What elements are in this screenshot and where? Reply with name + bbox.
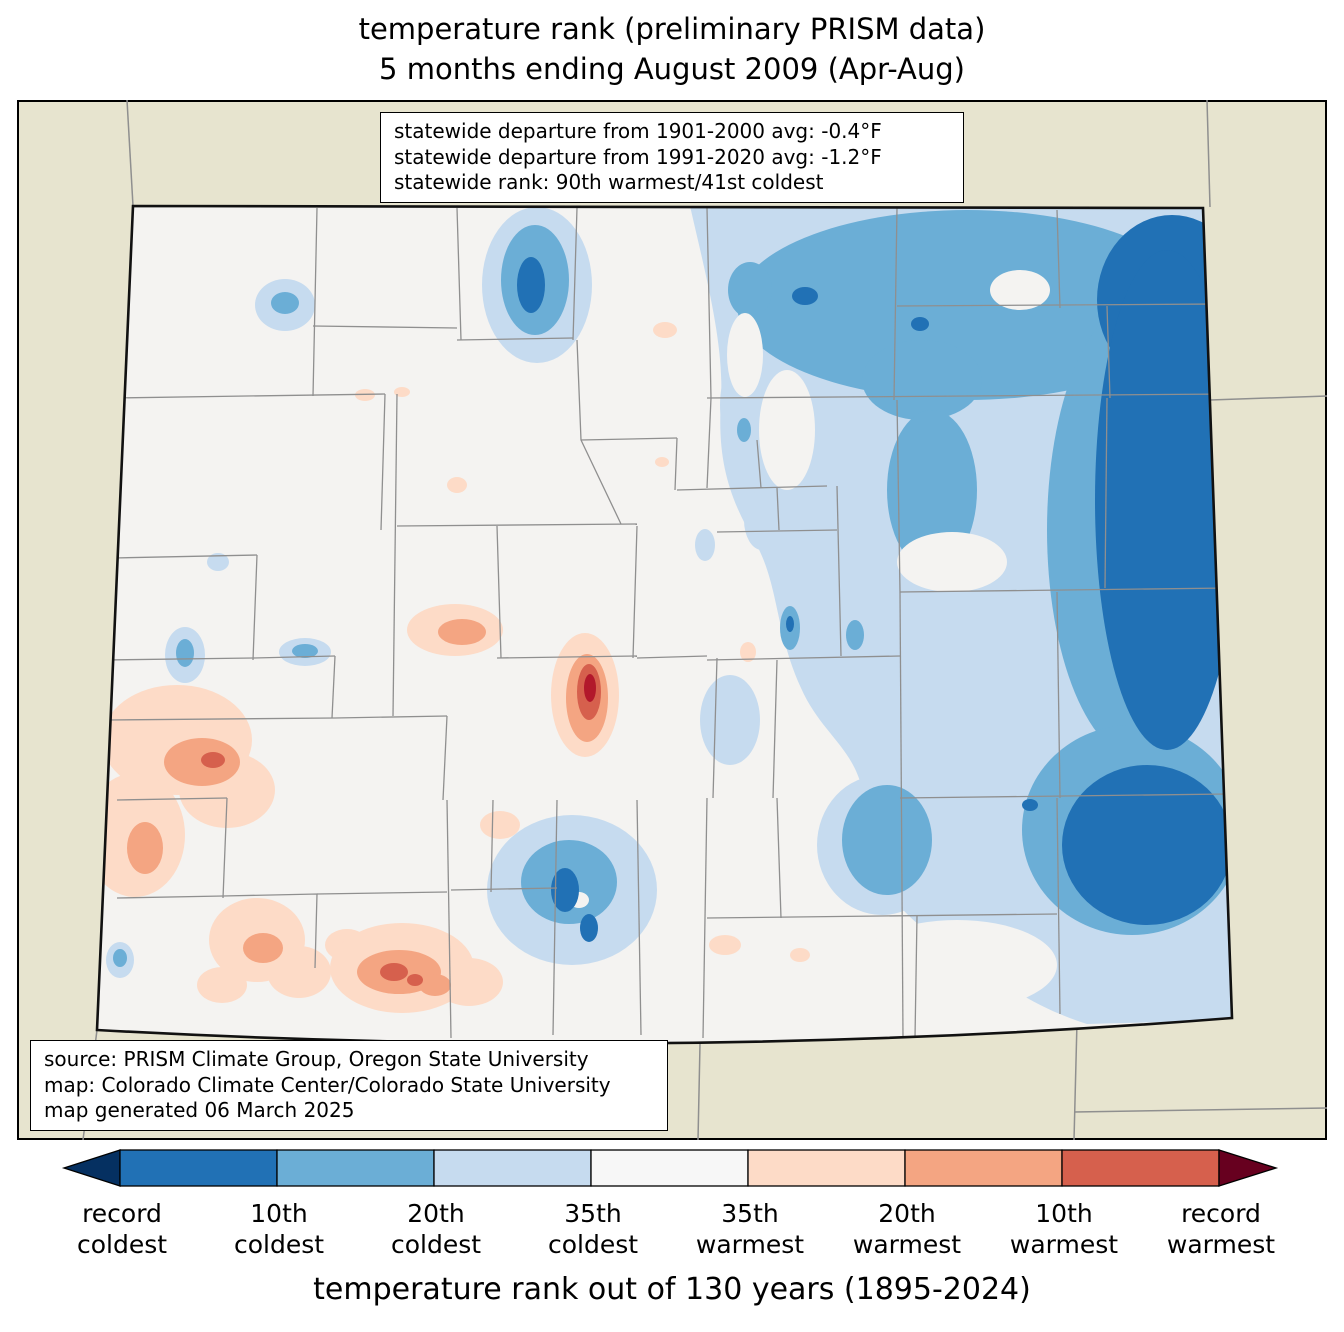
colorbar-segments xyxy=(61,1149,1279,1187)
colorbar-label-35th-coldest: 35th coldest xyxy=(547,1199,639,1259)
map-frame: statewide departure from 1901-2000 avg: … xyxy=(17,100,1327,1140)
source-line: source: PRISM Climate Group, Oregon Stat… xyxy=(44,1047,589,1071)
colorbar-arrow-record-coldest xyxy=(61,1149,121,1187)
stat-departure-1901-2000: statewide departure from 1901-2000 avg: … xyxy=(394,119,882,143)
colorbar-label-10th-warmest: 10th warmest xyxy=(1009,1199,1119,1259)
page-title-line1: temperature rank (preliminary PRISM data… xyxy=(358,12,986,46)
colorbar-seg-20th-warmest xyxy=(904,1149,1063,1187)
colorbar-seg-20th-coldest xyxy=(276,1149,435,1187)
colorbar-seg-10th-warmest xyxy=(1061,1149,1220,1187)
colorbar-seg-35th-coldest xyxy=(433,1149,592,1187)
temperature-anomaly-shading xyxy=(97,206,1232,1024)
colorado-temperature-rank-map xyxy=(17,100,1327,1140)
statewide-stats-box: statewide departure from 1901-2000 avg: … xyxy=(380,112,964,203)
colorbar-caption: temperature rank out of 130 years (1895-… xyxy=(313,1272,1031,1307)
colorbar-label-record-coldest: record coldest xyxy=(76,1199,168,1259)
colorbar-label-10th-coldest: 10th coldest xyxy=(233,1199,325,1259)
generated-date-line: map generated 06 March 2025 xyxy=(44,1098,355,1122)
colorbar-label-record-warmest: record warmest xyxy=(1166,1199,1276,1259)
colorbar-seg-10th-coldest xyxy=(119,1149,278,1187)
colorbar-labels: record coldest 10th coldest 20th coldest 35… xyxy=(0,1198,1344,1264)
state-border xyxy=(95,204,1234,1045)
neutral-gaps xyxy=(569,270,1057,1010)
colorbar-seg-middle xyxy=(590,1149,749,1187)
colorbar-seg-35th-warmest xyxy=(747,1149,906,1187)
stat-rank: statewide rank: 90th warmest/41st coldes… xyxy=(394,170,824,194)
map-credit-line: map: Colorado Climate Center/Colorado St… xyxy=(44,1072,611,1097)
warm-anomaly-dark xyxy=(201,664,601,986)
source-credit-box: source: PRISM Climate Group, Oregon Stat… xyxy=(30,1040,668,1131)
neighbor-state-borders xyxy=(82,100,1327,1140)
county-boundaries xyxy=(104,207,1230,1039)
stat-departure-1991-2020: statewide departure from 1991-2020 avg: … xyxy=(394,144,882,169)
colorbar-label-35th-warmest: 35th warmest xyxy=(695,1199,805,1259)
colorbar-label-20th-coldest: 20th coldest xyxy=(390,1199,482,1259)
temperature-rank-colorbar xyxy=(61,1149,1279,1187)
page-title-line2: 5 months ending August 2009 (Apr-Aug) xyxy=(379,52,965,86)
colorbar-arrow-record-warmest xyxy=(1218,1149,1279,1187)
colorbar-label-20th-warmest: 20th warmest xyxy=(852,1199,962,1259)
